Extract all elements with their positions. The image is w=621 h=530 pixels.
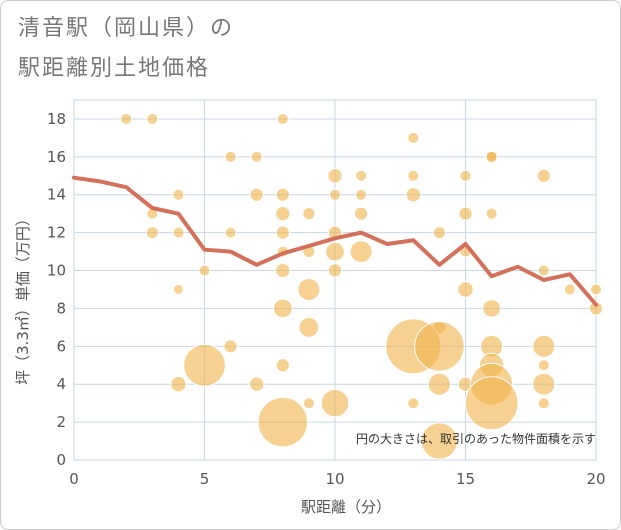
- scatter-point: [276, 112, 289, 125]
- scatter-point: [329, 188, 341, 201]
- chart-title-line-1: 清音駅（岡山県）の: [18, 16, 235, 41]
- scatter-point: [275, 187, 290, 202]
- scatter-point: [464, 376, 519, 431]
- scatter-point: [414, 321, 465, 372]
- scatter-point: [537, 397, 550, 410]
- scatter-point: [485, 207, 498, 220]
- y-tick-label: 0: [56, 451, 66, 469]
- scatter-point: [298, 316, 320, 338]
- x-tick-label: 5: [200, 470, 210, 488]
- scatter-point: [145, 226, 159, 240]
- y-tick-label: 6: [56, 337, 66, 355]
- trend-line-layer: [72, 175, 598, 307]
- scatter-point: [459, 169, 472, 182]
- scatter-point: [120, 112, 133, 125]
- y-tick-label: 4: [56, 375, 66, 393]
- y-tick-label: 10: [47, 262, 66, 280]
- scatter-point: [275, 262, 291, 279]
- scatter-point: [224, 226, 237, 239]
- scatter-point: [302, 207, 316, 221]
- y-tick-label: 18: [47, 110, 66, 128]
- scatter-point: [250, 150, 263, 163]
- scatter-point: [146, 112, 159, 125]
- scatter-point: [320, 388, 350, 418]
- scatter-point: [172, 226, 185, 239]
- scatter-point: [172, 284, 184, 295]
- scatter-point: [537, 359, 550, 372]
- scatter-point: [432, 226, 446, 240]
- scatter-point: [272, 298, 293, 319]
- scatter-point: [457, 281, 474, 298]
- scatter-point: [297, 277, 321, 301]
- y-axis-label: 坪（3.3㎡）単価（万円）: [14, 211, 32, 385]
- scatter-point: [349, 240, 373, 264]
- scatter-point: [249, 376, 265, 392]
- x-tick-label: 15: [456, 470, 475, 488]
- scatter-point: [407, 397, 420, 410]
- size-note: 円の大きさは、取引のあった物件面積を示す: [356, 431, 596, 446]
- y-tick-label: 8: [56, 299, 66, 317]
- y-tick-label: 2: [56, 413, 66, 431]
- y-tick-label: 12: [47, 224, 66, 242]
- scatter-point: [275, 358, 290, 373]
- x-tick-label: 20: [586, 470, 605, 488]
- scatter-point: [590, 283, 602, 296]
- scatter-point: [407, 169, 420, 182]
- scatter-point: [485, 150, 498, 163]
- chart-title-line-2: 駅距離別土地価格: [18, 56, 211, 81]
- scatter-point: [407, 131, 420, 144]
- scatter-point: [327, 168, 343, 184]
- scatter-point: [354, 206, 369, 221]
- scatter-point: [532, 334, 556, 358]
- scatter-point: [257, 396, 309, 448]
- scatter-point: [249, 187, 264, 202]
- x-axis-label: 駅距離（分）: [301, 498, 391, 516]
- scatter-point: [170, 376, 187, 393]
- scatter-point: [405, 187, 421, 203]
- scatter-point: [172, 188, 185, 201]
- scatter-point: [223, 339, 238, 354]
- y-tick-label: 14: [47, 186, 66, 204]
- scatter-point: [537, 264, 550, 277]
- scatter-point: [532, 372, 556, 396]
- scatter-point: [224, 150, 237, 163]
- scatter-point: [427, 372, 451, 396]
- scatter-point: [458, 206, 473, 221]
- scatter-point: [198, 264, 211, 277]
- scatter-point: [275, 206, 291, 222]
- scatter-point: [325, 241, 345, 262]
- scatter-point: [327, 263, 343, 278]
- scatter-point: [275, 225, 290, 240]
- average-price-line: [72, 175, 598, 307]
- scatter-point: [536, 168, 551, 183]
- tick-labels: 0 2 4 6 8 10 12 14 16 18 0 5 10 15 20: [47, 110, 606, 488]
- scatter-point: [302, 397, 315, 410]
- scatter-point: [482, 299, 501, 318]
- scatter-point: [355, 169, 368, 182]
- bubble-layer: [120, 112, 604, 460]
- x-tick-label: 0: [69, 470, 79, 488]
- scatter-point: [563, 283, 576, 296]
- scatter-point: [420, 422, 459, 460]
- scatter-point: [355, 188, 368, 201]
- scatter-point: [183, 343, 226, 387]
- x-tick-label: 10: [325, 470, 344, 488]
- y-tick-label: 16: [47, 148, 66, 166]
